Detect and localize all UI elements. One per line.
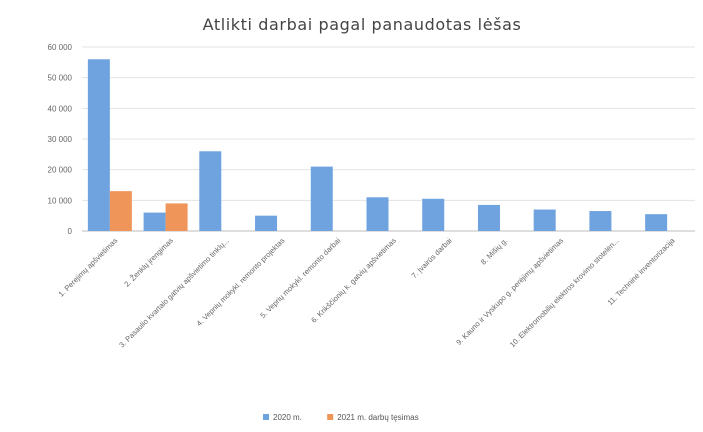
legend-swatch <box>263 414 269 420</box>
x-tick-label: 2. Ženklų įrengimas <box>122 236 175 289</box>
bar-2020-3 <box>199 151 221 231</box>
y-tick-label: 50 000 <box>48 74 73 83</box>
bar-2020-8 <box>478 205 500 231</box>
bar-2020-11 <box>645 214 667 231</box>
bar-2020-10 <box>589 211 611 231</box>
x-tick-label: 1. Perejimų apšvietimas <box>57 236 120 299</box>
bar-2020-4 <box>255 216 277 231</box>
y-tick-label: 20 000 <box>48 166 73 175</box>
y-tick-label: 40 000 <box>48 104 73 113</box>
x-tick-label: 4. Vepnių mokykl. remonto projektas <box>195 236 287 328</box>
bar-2020-5 <box>311 167 333 231</box>
x-tick-label: 9. Kauno ir Vyskupo g. perėjimų apšvieti… <box>454 236 565 347</box>
bar-2020-2 <box>144 213 166 231</box>
x-tick-label: 10. Elektromobilių elektros krovimo stot… <box>508 236 621 349</box>
legend-swatch <box>327 414 333 420</box>
bars <box>88 59 667 231</box>
x-tick-label: 3. Pasaulio kvartalo gatvių apšvietimo t… <box>117 236 230 349</box>
chart-title: Atlikti darbai pagal panaudotas lėšas <box>203 15 522 34</box>
bar-2021-2 <box>166 203 188 231</box>
y-axis-tick-labels: 0 10 000 20 000 30 000 40 000 50 000 60 000 <box>48 43 73 236</box>
bar-2021-1 <box>110 191 132 231</box>
bar-2020-9 <box>534 210 556 231</box>
x-tick-label: 7. Įvairūs darbai <box>410 236 454 280</box>
y-tick-label: 60 000 <box>48 43 73 52</box>
legend: 2020 m. 2021 m. darbų tęsimas <box>263 413 419 422</box>
y-tick-label: 0 <box>68 227 73 236</box>
legend-label: 2021 m. darbų tęsimas <box>337 413 418 422</box>
x-axis-tick-labels: 1. Perejimų apšvietimas 2. Ženklų įrengim… <box>57 235 678 349</box>
x-tick-label: 8. Mišių g. <box>479 236 510 267</box>
bar-2020-7 <box>422 199 444 231</box>
bar-2020-6 <box>367 197 389 231</box>
legend-label: 2020 m. <box>273 413 302 422</box>
bar-2020-1 <box>88 59 110 231</box>
y-tick-label: 30 000 <box>48 135 73 144</box>
y-tick-label: 10 000 <box>48 196 73 205</box>
